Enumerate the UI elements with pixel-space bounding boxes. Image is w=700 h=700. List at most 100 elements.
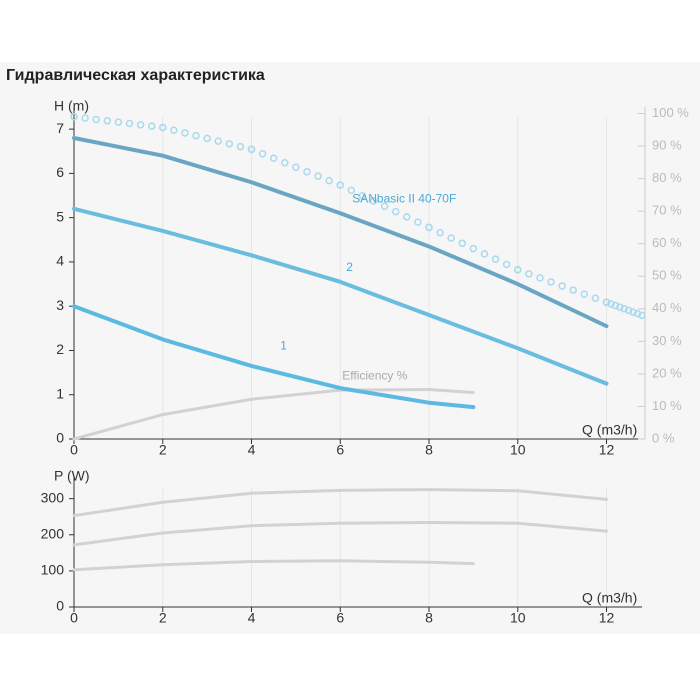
dot (181, 129, 189, 137)
y-tick-label: 5 (56, 208, 64, 224)
y-tick-label: 0 (56, 430, 64, 446)
dot (369, 197, 378, 205)
curve (72, 488, 608, 518)
y2-tick-label: 60 % (652, 235, 682, 250)
dot (136, 121, 145, 129)
curve (72, 388, 475, 441)
y-tick-label: 4 (56, 253, 64, 269)
y-tick-label: 2 (56, 341, 64, 357)
dot (325, 176, 333, 185)
dot (203, 134, 211, 143)
panel (0, 62, 700, 634)
dot (525, 270, 533, 278)
y2-tick-label: 100 % (652, 105, 689, 120)
y-tick-label: 7 (56, 120, 64, 136)
curve-label: 2 (346, 260, 353, 274)
x-tick-label: 4 (248, 442, 256, 458)
y2-tick-label: 20 % (652, 365, 682, 380)
curve (72, 135, 609, 329)
dot (358, 191, 367, 200)
dot (547, 278, 555, 286)
y-tick-label: 6 (56, 164, 64, 180)
dot (633, 309, 642, 318)
x-tick-label: 6 (336, 610, 344, 626)
y-axis-title: H (m) (54, 98, 89, 114)
dot (303, 167, 311, 176)
x-tick-label: 10 (510, 442, 526, 458)
x-axis-title: Q (m3/h) (582, 590, 637, 606)
dot (281, 158, 289, 167)
x-tick-label: 2 (159, 610, 167, 626)
dot (502, 260, 511, 269)
dot (258, 150, 267, 158)
dot (103, 117, 112, 125)
dot (391, 207, 400, 216)
y2-tick-label: 10 % (652, 398, 682, 413)
dot (125, 119, 134, 128)
curve (72, 521, 608, 547)
dot (624, 306, 633, 315)
dot (347, 186, 356, 195)
curve (72, 206, 609, 386)
curve-label: SANbasic II 40-70F (352, 191, 456, 205)
dot (458, 239, 467, 248)
dot (580, 290, 589, 298)
x-tick-label: 10 (510, 610, 526, 626)
efficiency-point (638, 311, 646, 320)
dot (591, 294, 600, 302)
curve (72, 559, 475, 572)
y2-tick-label: 50 % (652, 268, 682, 283)
dot (480, 250, 489, 258)
curve-label: 1 (280, 338, 287, 352)
y2-tick-label: 30 % (652, 333, 682, 348)
y-tick-label: 300 (41, 489, 65, 505)
x-tick-label: 2 (159, 442, 167, 458)
dot (602, 298, 611, 307)
y2-tick-label: 70 % (652, 203, 682, 218)
dot (447, 234, 455, 242)
dot (436, 228, 444, 237)
x-tick-label: 8 (425, 442, 433, 458)
curve-label: Efficiency % (342, 368, 407, 382)
chart-title: Гидравлическая характеристика (6, 67, 265, 84)
dot (607, 300, 615, 308)
dot (159, 123, 167, 132)
x-tick-label: 6 (336, 442, 344, 458)
y-tick-label: 100 (41, 562, 65, 578)
dot (81, 114, 89, 122)
dot (469, 244, 478, 253)
dot (629, 308, 637, 316)
curve (72, 304, 476, 410)
y2-tick-label: 0 % (652, 430, 675, 445)
x-tick-label: 8 (425, 610, 433, 626)
dot (314, 172, 322, 180)
y2-tick-label: 90 % (652, 137, 682, 152)
dot (247, 145, 256, 154)
y-tick-label: 200 (41, 525, 65, 541)
y-tick-label: 1 (56, 385, 64, 401)
dot (192, 131, 200, 140)
dot (620, 305, 628, 313)
dot (147, 122, 156, 130)
dot (514, 265, 522, 274)
dot (170, 126, 178, 134)
dot (236, 142, 245, 151)
dot (92, 115, 100, 124)
x-tick-label: 0 (70, 442, 78, 458)
dot (214, 137, 222, 145)
dot (225, 140, 234, 148)
y-axis-title: P (W) (54, 468, 90, 484)
dot (114, 118, 123, 126)
y2-tick-label: 80 % (652, 170, 682, 185)
dot (70, 113, 78, 121)
x-tick-label: 12 (599, 442, 615, 458)
dot (491, 255, 500, 263)
dot (425, 223, 433, 232)
dot (558, 282, 566, 290)
dot (403, 213, 411, 221)
dot (269, 154, 278, 163)
x-tick-label: 12 (599, 610, 615, 626)
dot (536, 274, 544, 282)
